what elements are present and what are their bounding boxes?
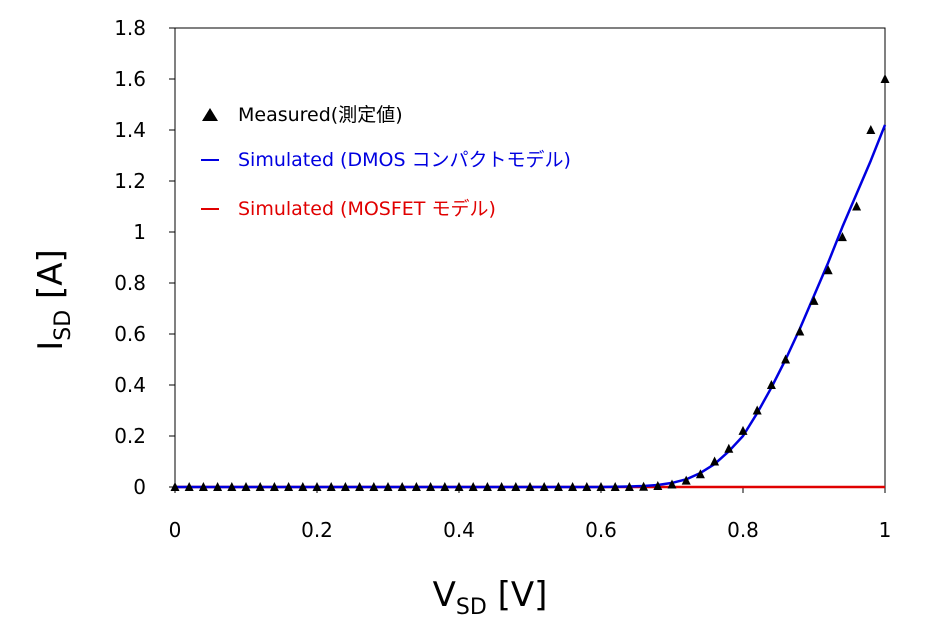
y-axis-title-subscript: SD: [51, 310, 76, 341]
measured-point: [326, 482, 336, 491]
y-axis-title: ISD [A]: [31, 249, 76, 351]
x-tick-label: 0.4: [443, 518, 475, 542]
y-tick-label: 0.6: [114, 322, 146, 346]
y-tick-label: 1.4: [114, 118, 146, 142]
measured-point: [610, 482, 620, 491]
measured-point: [823, 265, 833, 275]
measured-point: [241, 482, 251, 491]
legend-item-dmos: Simulated (DMOS コンパクトモデル): [201, 149, 571, 171]
legend-item-measured: Measured(測定値): [202, 104, 403, 126]
measured-point: [284, 482, 294, 491]
legend-label-mosfet: Simulated (MOSFET モデル): [238, 198, 496, 220]
measured-point: [340, 482, 350, 491]
measured-point: [454, 482, 464, 491]
measured-point: [852, 201, 862, 211]
measured-point: [710, 456, 720, 466]
measured-point: [596, 482, 606, 491]
legend-label-measured: Measured(測定値): [238, 104, 403, 126]
x-tick-label: 0.2: [301, 518, 333, 542]
measured-point: [653, 480, 663, 490]
measured-point: [411, 482, 421, 491]
x-axis-title: VSD [V]: [433, 575, 548, 620]
measured-point: [553, 482, 563, 491]
y-tick-label: 0.4: [114, 373, 146, 397]
measured-point: [738, 425, 748, 435]
y-tick-label: 1.8: [114, 16, 146, 40]
y-axis-ticks: 0 0.2 0.4 0.6 0.8 1 1.2 1.4 1.6 1.8: [114, 16, 175, 499]
measured-point: [880, 74, 890, 83]
measured-point: [269, 482, 279, 491]
x-axis-title-subscript: SD: [456, 595, 487, 620]
measured-point: [582, 482, 592, 491]
y-tick-label: 0.8: [114, 271, 146, 295]
measured-point: [724, 443, 734, 453]
measured-point: [227, 482, 237, 491]
y-tick-label: 1.6: [114, 67, 146, 91]
measured-point: [440, 482, 450, 491]
x-tick-label: 0: [169, 518, 182, 542]
legend-triangle-icon: [202, 108, 218, 121]
y-tick-label: 1.2: [114, 169, 146, 193]
measured-markers: [170, 74, 890, 491]
plot-frame: [174, 27, 886, 488]
legend-label-dmos: Simulated (DMOS コンパクトモデル): [238, 149, 571, 171]
measured-point: [170, 482, 180, 491]
measured-point: [383, 482, 393, 491]
y-tick-label: 1: [133, 220, 146, 244]
measured-point: [355, 482, 365, 491]
measured-point: [312, 482, 322, 491]
x-axis-ticks: 0 0.2 0.4 0.6 0.8 1: [169, 487, 892, 542]
measured-point: [781, 354, 791, 364]
y-tick-label: 0: [133, 475, 146, 499]
measured-point: [468, 482, 478, 491]
measured-point: [866, 125, 876, 134]
measured-point: [426, 482, 436, 491]
legend: Measured(測定値) Simulated (DMOS コンパクトモデル) …: [201, 104, 571, 220]
measured-point: [184, 482, 194, 491]
x-tick-label: 1: [879, 518, 892, 542]
measured-point: [482, 482, 492, 491]
measured-point: [525, 482, 535, 491]
y-axis-title-unit: [A]: [31, 249, 71, 310]
measured-point: [298, 482, 308, 491]
x-axis-title-unit: [V]: [487, 575, 548, 615]
x-tick-label: 0.6: [585, 518, 617, 542]
measured-point: [695, 469, 705, 479]
measured-point: [198, 482, 208, 491]
measured-point: [369, 482, 379, 491]
x-tick-label: 0.8: [727, 518, 759, 542]
measured-point: [795, 326, 805, 336]
measured-point: [539, 482, 549, 491]
measured-point: [497, 482, 507, 491]
measured-point: [809, 295, 819, 305]
measured-point: [766, 380, 776, 389]
measured-point: [511, 482, 521, 491]
measured-point: [752, 405, 762, 415]
series-lines: [175, 124, 887, 489]
measured-point: [624, 482, 634, 491]
measured-point: [397, 482, 407, 491]
dmos-series-line: [175, 124, 887, 489]
legend-item-mosfet: Simulated (MOSFET モデル): [201, 198, 496, 220]
measured-point: [639, 481, 649, 491]
measured-point: [213, 482, 223, 491]
measured-point: [568, 482, 578, 491]
measured-point: [837, 232, 847, 242]
measured-point: [681, 475, 691, 485]
measured-point: [667, 479, 677, 489]
y-tick-label: 0.2: [114, 424, 146, 448]
measured-point: [255, 482, 265, 491]
